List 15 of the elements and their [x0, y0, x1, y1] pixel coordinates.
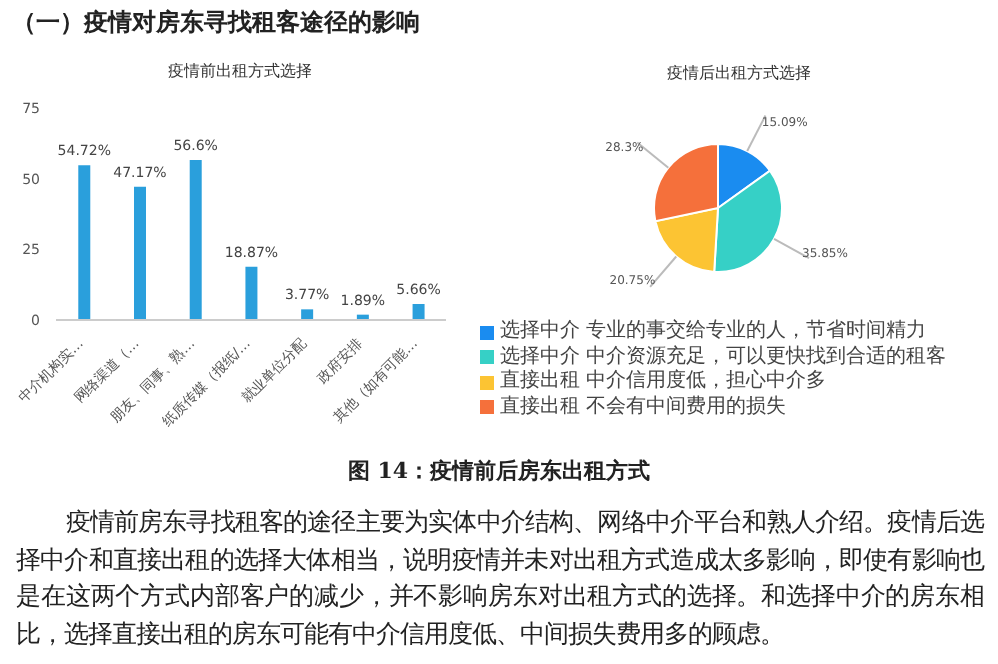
caption: 图 14：疫情前后房东出租方式: [345, 456, 653, 486]
legend-label: 直接出租 不会有中间费用的损失: [500, 395, 787, 420]
bar: [301, 309, 314, 320]
legend-label: 选择中介 专业的事交给专业的人，节省时间精力: [500, 320, 927, 345]
chart-title: 疫情前出租方式选择: [166, 60, 314, 82]
bar: [134, 186, 146, 320]
legend-label: 直接出租 中介信用度低，担心中介多: [500, 370, 827, 395]
bar: [189, 160, 202, 320]
bar: [412, 304, 425, 320]
chart-title: 疫情后出租方式选择: [665, 62, 813, 84]
text: （一）疫情对房东寻找租客途径的影响: [12, 6, 420, 40]
bar: [78, 165, 91, 320]
text: 疫情前房东寻找租客的途径主要为实体中介结构、网络中介平台和熟人介绍。疫情后选择中介和直接出租的选择大体相当，说明疫情并未对出租方式造成太多影响，即使有影响也是在这两个方式内部客户的减少，并不影响房东对出租方式的选择。和选择中介的房东相比，选择直接出租的房东可能有中介信用度低、中间损失费用多的顾虑。: [16, 504, 984, 651]
bar: [245, 266, 258, 320]
legend-label: 选择中介 中介资源充足，可以更快找到合适的租客: [500, 345, 947, 369]
